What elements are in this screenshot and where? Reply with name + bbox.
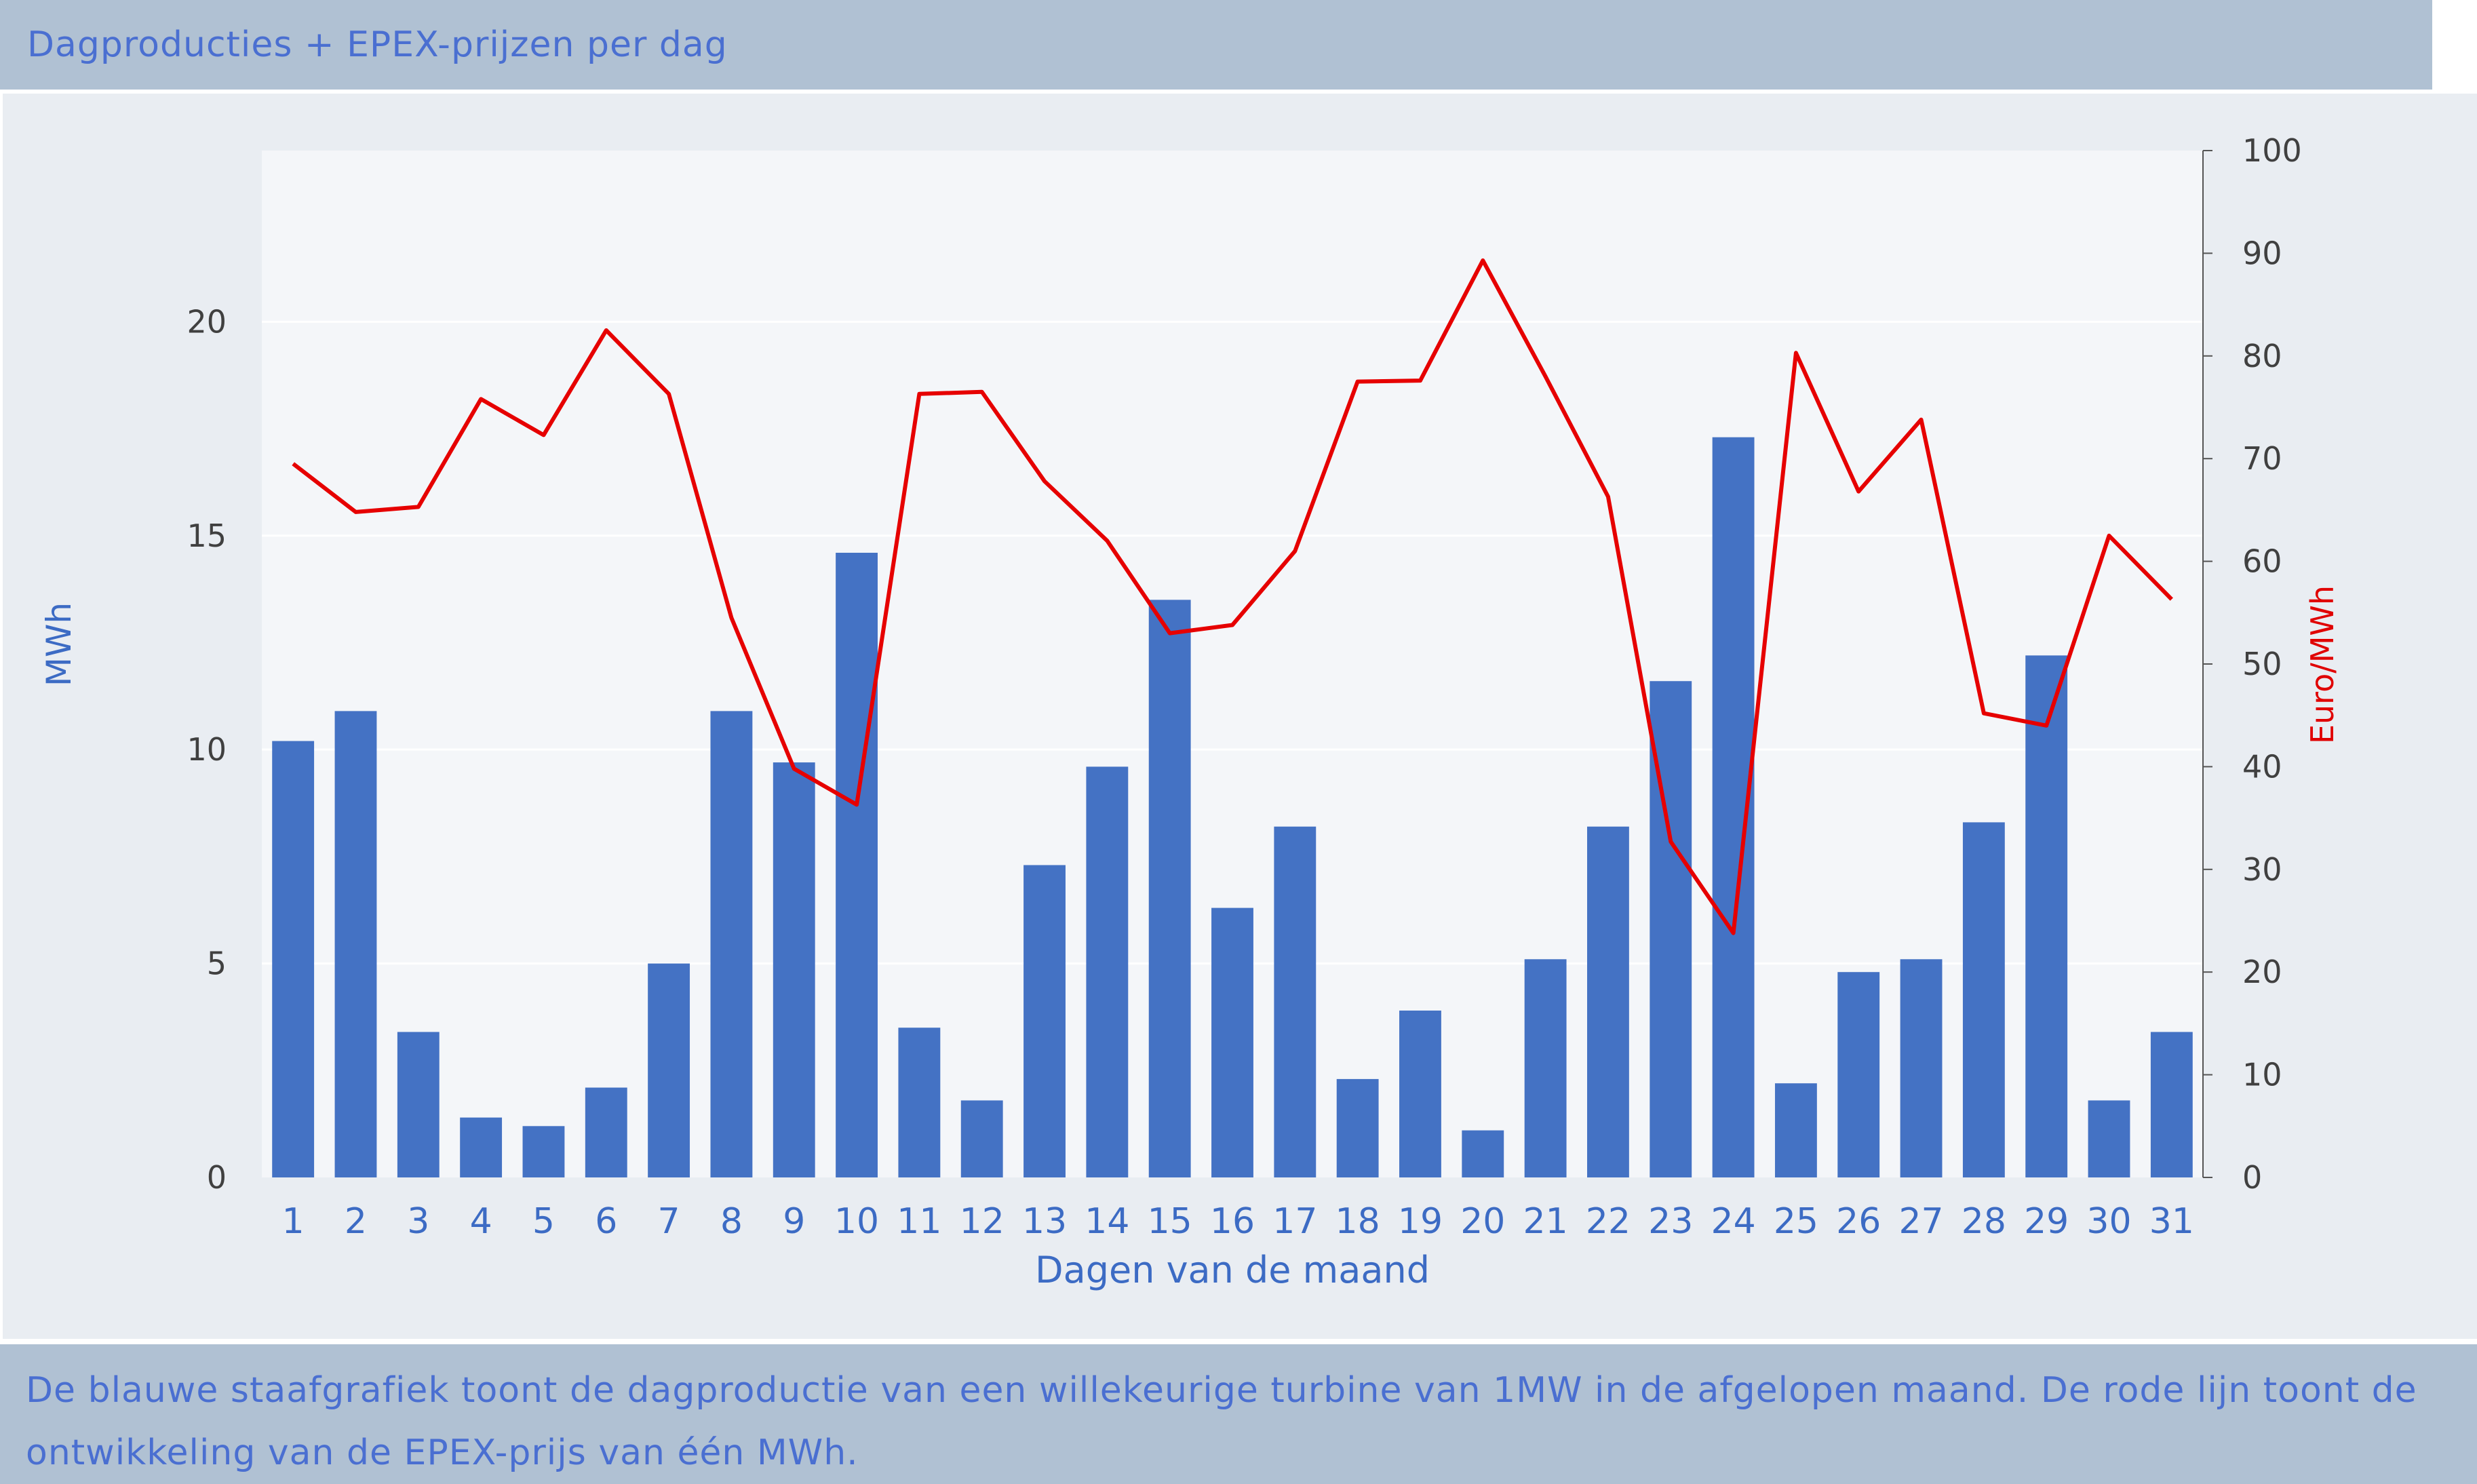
bar-series [272,437,2193,1177]
bar-day-28 [1962,822,2005,1177]
bar-day-4 [460,1117,503,1177]
x-tick-label: 23 [1648,1201,1693,1242]
x-tick-label: 16 [1210,1201,1255,1242]
y2-tick-label: 10 [2242,1057,2282,1093]
price-line [292,258,2173,935]
y2-tick-label: 40 [2242,748,2282,785]
bar-day-2 [334,711,377,1177]
x-tick-label: 20 [1460,1201,1505,1242]
x-tick-label: 27 [1898,1201,1943,1242]
bar-day-9 [773,762,815,1177]
y2-tick-label: 100 [2242,132,2302,169]
y-tick-label: 10 [187,731,227,768]
x-tick-label: 9 [783,1201,805,1242]
x-axis-label: Dagen van de maand [1035,1249,1430,1291]
x-tick-label: 12 [960,1201,1005,1242]
bar-day-13 [1023,865,1066,1177]
x-tick-label: 28 [1962,1201,2006,1242]
bar-day-19 [1399,1010,1441,1177]
bar-day-18 [1336,1078,1379,1177]
y2-tick-label: 50 [2242,646,2282,682]
chart-title-bar: Dagproducties + EPEX-prijzen per dag [0,0,2432,90]
y-axis-label: MWh [39,602,79,686]
x-tick-label: 8 [720,1201,743,1242]
bar-day-11 [898,1028,941,1177]
bar-day-15 [1148,600,1191,1177]
x-tick-label: 11 [897,1201,941,1242]
y2-tick-label: 60 [2242,543,2282,580]
x-tick-label: 26 [1836,1201,1881,1242]
y2-tick-label: 0 [2242,1159,2262,1196]
bar-day-10 [836,552,878,1177]
y2-tick-label: 30 [2242,851,2282,888]
left-axis-ticks: 0 5 10 15 20 [187,303,227,1196]
bar-day-31 [2150,1032,2193,1177]
x-tick-label: 29 [2024,1201,2069,1242]
x-tick-label: 31 [2149,1201,2194,1242]
gridlines [262,320,2203,965]
right-axis-ticks: 0 10 20 30 40 50 60 70 80 90 100 [2203,132,2302,1196]
bar-day-27 [1900,959,1943,1177]
bar-day-3 [397,1032,440,1177]
x-tick-label: 2 [345,1201,367,1242]
bar-day-17 [1274,826,1316,1177]
x-tick-label: 17 [1272,1201,1317,1242]
x-tick-label: 25 [1774,1201,1818,1242]
y-tick-label: 15 [187,518,227,554]
x-tick-label: 18 [1335,1201,1380,1242]
bar-day-8 [710,711,753,1177]
bar-day-26 [1837,972,1880,1177]
x-tick-label: 5 [532,1201,555,1242]
x-tick-label: 22 [1586,1201,1631,1242]
x-tick-label: 30 [2086,1201,2131,1242]
y2-tick-label: 90 [2242,235,2282,271]
bar-day-12 [960,1100,1003,1177]
x-tick-label: 4 [470,1201,492,1242]
bar-day-7 [648,963,690,1177]
x-tick-label: 7 [658,1201,680,1242]
x-tick-label: 6 [595,1201,617,1242]
chart-title: Dagproducties + EPEX-prijzen per dag [27,24,728,65]
y-tick-label: 0 [207,1159,227,1196]
bar-day-5 [522,1126,565,1177]
x-tick-label: 21 [1523,1201,1568,1242]
y2-tick-label: 70 [2242,440,2282,477]
bar-day-30 [2088,1100,2130,1177]
bar-day-14 [1086,766,1129,1177]
x-tick-label: 13 [1022,1201,1067,1242]
x-tick-label: 14 [1085,1201,1129,1242]
bar-day-16 [1211,907,1253,1177]
y-tick-label: 20 [187,303,227,340]
bar-day-21 [1524,959,1567,1177]
chart-caption: De blauwe staafgrafiek toont de dagprodu… [0,1344,2477,1484]
y2-tick-label: 80 [2242,338,2282,374]
bar-day-20 [1462,1130,1504,1177]
y-tick-label: 5 [207,945,227,982]
x-tick-label: 3 [407,1201,429,1242]
x-tick-label: 1 [282,1201,305,1242]
x-tick-label: 10 [834,1201,879,1242]
caption-text: De blauwe staafgrafiek toont de dagprodu… [26,1370,2417,1473]
y2-axis-label: Euro/MWh [2304,585,2341,744]
bar-day-29 [2025,655,2068,1177]
y2-tick-label: 20 [2242,954,2282,990]
bar-day-1 [272,741,315,1177]
x-tick-label: 19 [1398,1201,1443,1242]
x-tick-label: 24 [1711,1201,1755,1242]
x-axis-ticks: 1 2 3 4 5 6 7 8 9 10 11 12 13 14 15 16 17 18 19 20 21 22 23 24 2… [282,1201,2194,1242]
bar-day-22 [1587,826,1629,1177]
bar-day-6 [585,1087,627,1177]
x-tick-label: 15 [1148,1201,1192,1242]
bar-day-25 [1774,1083,1817,1177]
